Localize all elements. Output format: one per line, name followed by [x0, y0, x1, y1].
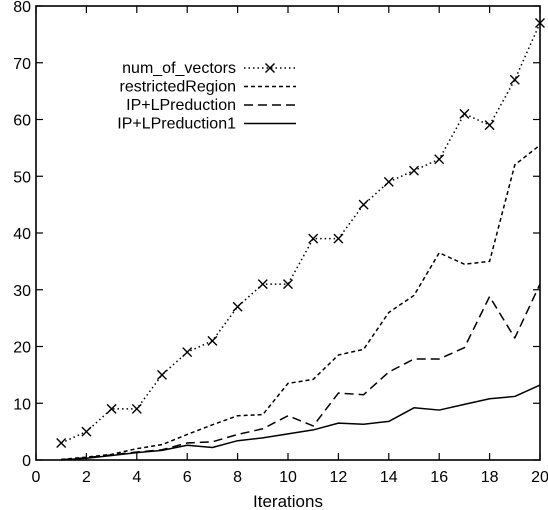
- marker-stroke: [308, 233, 319, 244]
- data-point-marker: [484, 120, 495, 131]
- plot-frame: [35, 5, 541, 461]
- data-point-marker: [333, 233, 344, 244]
- marker-stroke: [56, 437, 67, 448]
- series-line-2: [61, 144, 541, 461]
- data-point-marker: [81, 426, 92, 437]
- x-tick-label: 16: [430, 469, 448, 486]
- data-point-marker: [207, 335, 218, 346]
- data-point-marker: [257, 279, 268, 290]
- data-point-marker: [434, 154, 445, 165]
- data-point-marker: [535, 18, 545, 29]
- legend-label: restrictedRegion: [120, 79, 237, 96]
- series-line-4: [61, 384, 541, 461]
- marker-stroke: [81, 426, 92, 437]
- y-tick-label: 20: [13, 340, 31, 357]
- marker-stroke: [182, 347, 193, 358]
- y-tick-label: 0: [22, 453, 31, 470]
- data-point-marker: [383, 176, 394, 187]
- x-axis-label: Iterations: [253, 492, 323, 510]
- data-point-marker: [308, 233, 319, 244]
- data-point-marker: [131, 403, 142, 414]
- y-tick-label: 40: [13, 226, 31, 243]
- marker-stroke: [207, 335, 218, 346]
- x-tick-label: 4: [132, 469, 141, 486]
- y-tick-label: 10: [13, 396, 31, 413]
- data-point-marker: [106, 403, 117, 414]
- marker-stroke: [484, 120, 495, 131]
- data-point-marker: [56, 437, 67, 448]
- y-tick-label: 50: [13, 169, 31, 186]
- data-point-marker: [459, 108, 470, 119]
- marker-stroke: [257, 279, 268, 290]
- marker-stroke: [358, 199, 369, 210]
- marker-stroke: [131, 403, 142, 414]
- x-tick-label: 10: [279, 469, 297, 486]
- legend: num_of_vectorsrestrictedRegionIP+LPreduc…: [117, 60, 296, 133]
- marker-stroke: [409, 165, 419, 176]
- y-tick-label: 60: [13, 113, 31, 130]
- marker-stroke: [106, 403, 117, 414]
- x-tick-label: 20: [531, 469, 548, 486]
- data-point-marker: [283, 279, 293, 290]
- x-tick-label: 12: [330, 469, 348, 486]
- data-point-marker: [509, 74, 520, 85]
- marker-stroke: [535, 18, 545, 29]
- series-group: [56, 18, 545, 461]
- series-line-3: [61, 283, 541, 461]
- marker-stroke: [283, 279, 293, 290]
- x-tick-label: 14: [380, 469, 398, 486]
- data-point-marker: [232, 301, 243, 312]
- axis-ticks: 0 2 4 6 8 10 12 14 16 18 20 0 10 20 30 40 50 60 70 80: [13, 0, 548, 486]
- marker-stroke: [509, 74, 520, 85]
- data-point-marker: [157, 369, 167, 380]
- x-tick-label: 6: [183, 469, 192, 486]
- marker-stroke: [333, 233, 344, 244]
- data-point-marker: [182, 347, 193, 358]
- x-tick-label: 0: [32, 469, 41, 486]
- x-tick-label: 8: [233, 469, 242, 486]
- marker-stroke: [383, 176, 394, 187]
- marker-stroke: [459, 108, 470, 119]
- data-point-marker: [409, 165, 419, 176]
- legend-label: IP+LPreduction: [126, 97, 236, 114]
- x-tick-label: 2: [82, 469, 91, 486]
- y-tick-label: 30: [13, 283, 31, 300]
- data-point-marker: [358, 199, 369, 210]
- legend-marker: [265, 63, 275, 73]
- marker-stroke: [157, 369, 167, 380]
- legend-label: IP+LPreduction1: [117, 116, 236, 133]
- legend-label: num_of_vectors: [122, 60, 236, 77]
- x-tick-label: 18: [481, 469, 499, 486]
- marker-stroke: [232, 301, 243, 312]
- y-tick-label: 70: [13, 56, 31, 73]
- marker-stroke: [434, 154, 445, 165]
- y-tick-label: 80: [13, 0, 31, 16]
